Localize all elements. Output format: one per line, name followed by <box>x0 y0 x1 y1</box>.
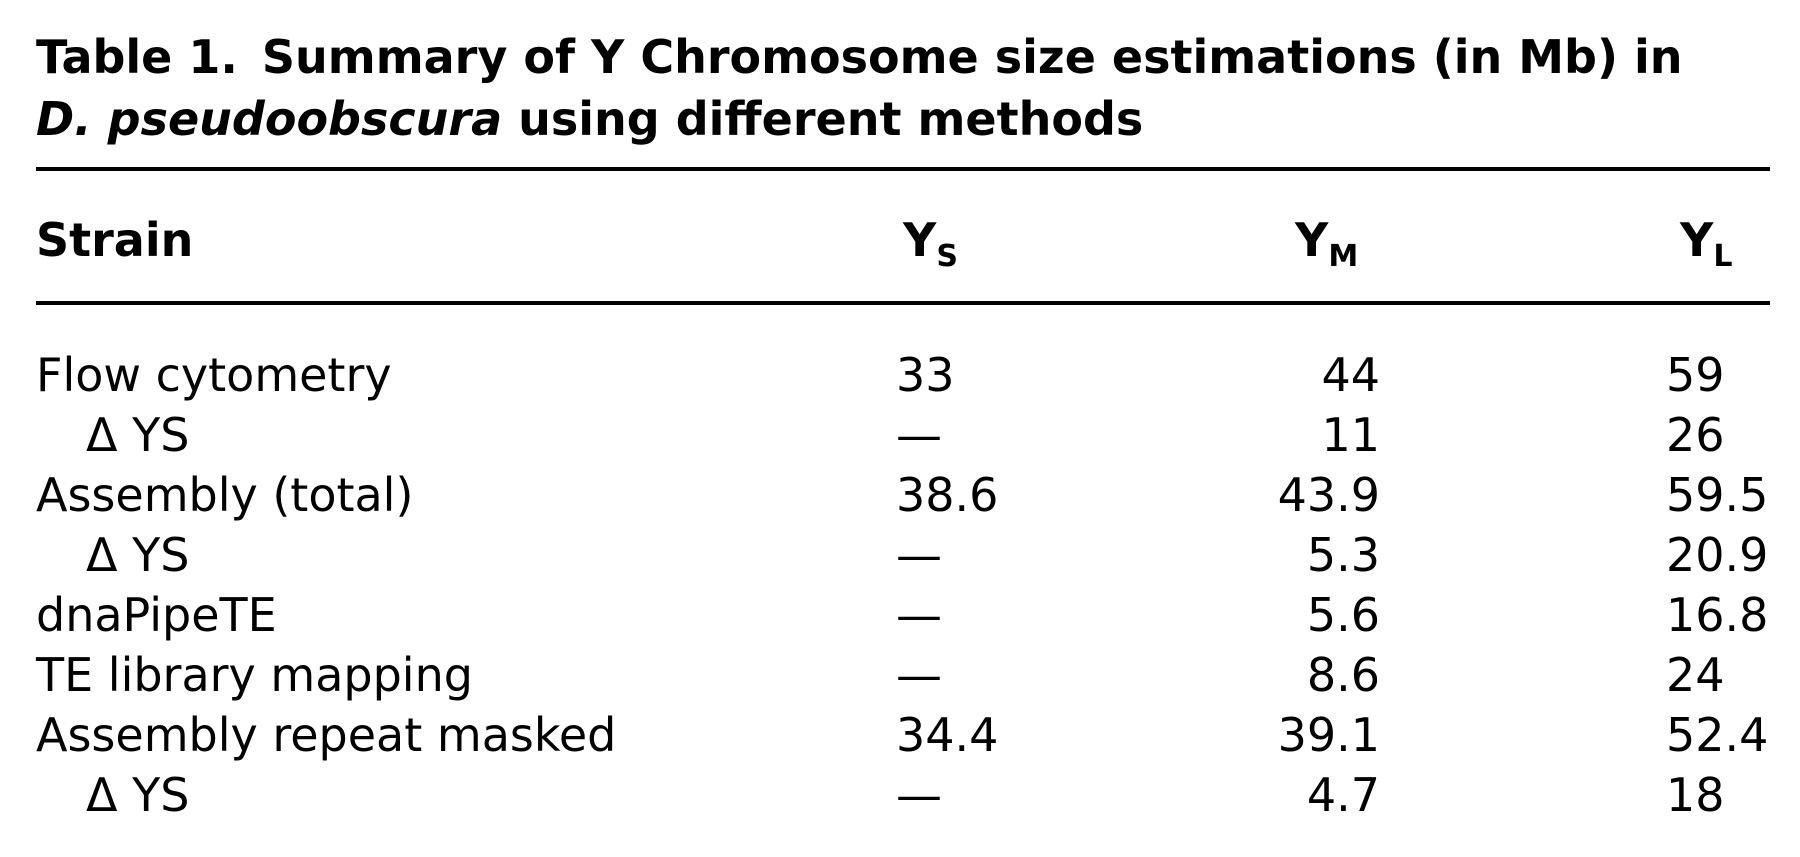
cell-yl: 52.4 <box>1666 708 1769 762</box>
header-yl: YL <box>1680 210 1732 272</box>
header-ym-main: Y <box>1295 213 1329 267</box>
cell-ys: 34.4 <box>896 708 999 762</box>
table-label: Table 1. <box>36 30 238 84</box>
cell-strain: Assembly (total) <box>36 468 414 522</box>
cell-ym: 5.3 <box>1306 528 1380 582</box>
caption-title-start: Summary of Y Chromosome size estimations… <box>261 30 1683 84</box>
table-header-row: Strain YS YM YL <box>0 210 1800 272</box>
table-row: Assembly (total) 38.6 43.9 59.5 <box>0 465 1800 525</box>
cell-ys: — <box>896 588 942 642</box>
cell-ys: — <box>896 408 942 462</box>
cell-yl: 18 <box>1666 768 1725 822</box>
cell-yl: 20.9 <box>1666 528 1769 582</box>
cell-yl: 59 <box>1666 348 1725 402</box>
header-ym-sub: M <box>1328 239 1359 274</box>
cell-ym: 44 <box>1321 348 1380 402</box>
table-row: Δ YS — 4.7 18 <box>0 765 1800 825</box>
caption-title-end: using different methods <box>502 92 1144 146</box>
cell-ys: — <box>896 528 942 582</box>
cell-yl: 16.8 <box>1666 588 1769 642</box>
cell-ym: 39.1 <box>1277 708 1380 762</box>
cell-yl: 24 <box>1666 648 1725 702</box>
cell-strain: Flow cytometry <box>36 348 392 402</box>
cell-ym: 5.6 <box>1306 588 1380 642</box>
table-body: Flow cytometry 33 44 59 Δ YS — 11 26 Ass… <box>0 345 1800 825</box>
cell-ym: 8.6 <box>1306 648 1380 702</box>
header-ys-sub: S <box>936 239 958 274</box>
cell-strain: Δ YS <box>86 528 190 582</box>
caption-species: D. pseudoobscura <box>36 92 503 146</box>
header-yl-sub: L <box>1713 239 1733 274</box>
table-row: dnaPipeTE — 5.6 16.8 <box>0 585 1800 645</box>
table-row: Δ YS — 5.3 20.9 <box>0 525 1800 585</box>
cell-strain: TE library mapping <box>36 648 473 702</box>
cell-ys: 38.6 <box>896 468 999 522</box>
table-header-rule <box>36 301 1770 305</box>
cell-strain: dnaPipeTE <box>36 588 277 642</box>
cell-ym: 11 <box>1321 408 1380 462</box>
table-row: Flow cytometry 33 44 59 <box>0 345 1800 405</box>
cell-strain: Δ YS <box>86 408 190 462</box>
cell-ys: 33 <box>896 348 955 402</box>
header-ys: YS <box>903 210 958 272</box>
cell-ys: — <box>896 768 942 822</box>
cell-strain: Assembly repeat masked <box>36 708 617 762</box>
header-yl-main: Y <box>1680 213 1714 267</box>
cell-yl: 59.5 <box>1666 468 1769 522</box>
cell-ym: 4.7 <box>1306 768 1380 822</box>
cell-strain: Δ YS <box>86 768 190 822</box>
header-ym: YM <box>1295 210 1358 272</box>
cell-yl: 26 <box>1666 408 1725 462</box>
table-row: Δ YS — 11 26 <box>0 405 1800 465</box>
table-top-rule <box>36 167 1770 171</box>
cell-ys: — <box>896 648 942 702</box>
table-caption: Table 1. Summary of Y Chromosome size est… <box>36 26 1766 150</box>
header-strain: Strain <box>36 213 194 267</box>
table-row: Assembly repeat masked 34.4 39.1 52.4 <box>0 705 1800 765</box>
cell-ym: 43.9 <box>1277 468 1380 522</box>
table-row: TE library mapping — 8.6 24 <box>0 645 1800 705</box>
header-ys-main: Y <box>903 213 937 267</box>
